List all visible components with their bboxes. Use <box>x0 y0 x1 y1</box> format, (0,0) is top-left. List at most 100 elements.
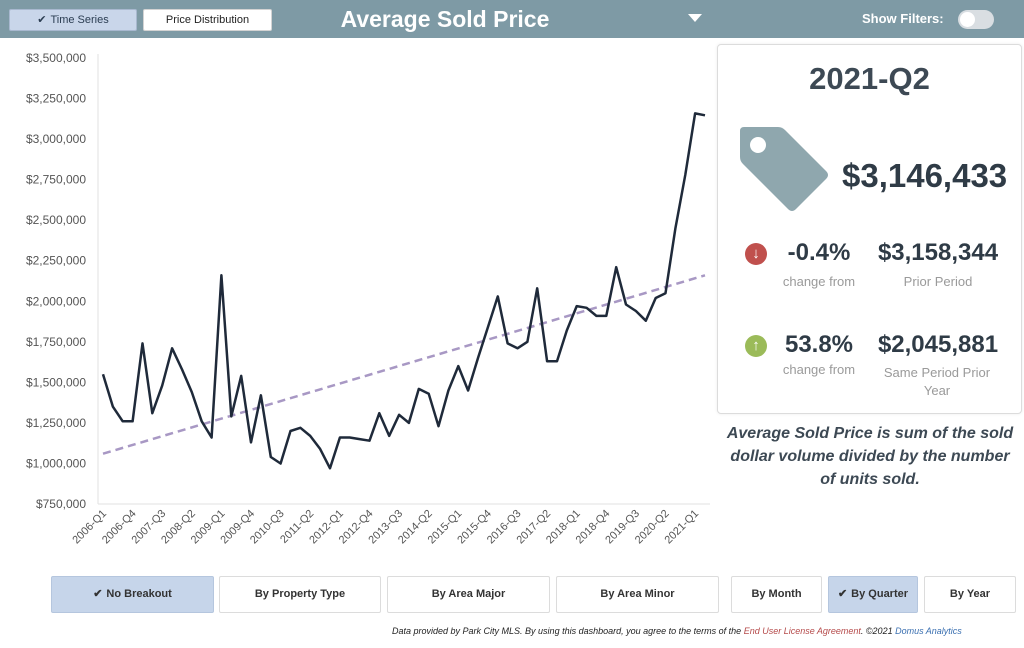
data-point[interactable] <box>584 305 590 311</box>
data-point[interactable] <box>672 225 678 231</box>
data-point[interactable] <box>100 371 106 377</box>
data-point[interactable] <box>534 285 540 291</box>
domus-analytics-link[interactable]: Domus Analytics <box>895 626 962 636</box>
data-point[interactable] <box>554 358 560 364</box>
data-point[interactable] <box>663 290 669 296</box>
data-point[interactable] <box>702 112 708 118</box>
data-point[interactable] <box>406 420 412 426</box>
data-point[interactable] <box>426 391 432 397</box>
eula-link[interactable]: End User License Agreement <box>743 626 861 636</box>
tab-price-distribution[interactable]: Price Distribution <box>143 9 272 31</box>
data-point[interactable] <box>278 460 284 466</box>
data-point[interactable] <box>386 433 392 439</box>
data-point[interactable] <box>682 172 688 178</box>
y-tick-label: $3,250,000 <box>26 92 86 106</box>
data-point[interactable] <box>238 373 244 379</box>
data-point[interactable] <box>505 340 511 346</box>
data-point[interactable] <box>633 308 639 314</box>
data-point[interactable] <box>613 264 619 270</box>
data-point[interactable] <box>248 439 254 445</box>
y-tick-label: $2,500,000 <box>26 213 86 227</box>
data-point[interactable] <box>297 425 303 431</box>
tab-time-series-label: Time Series <box>50 14 109 26</box>
by-year-button[interactable]: By Year <box>924 576 1016 613</box>
footer-disclaimer: Data provided by Park City MLS. By using… <box>392 626 962 636</box>
y-axis-ticks: $750,000 $1,000,000 $1,250,000 $1,500,000 $1… <box>26 51 86 511</box>
same-change-label: change from <box>782 362 856 377</box>
data-point[interactable] <box>268 454 274 460</box>
data-point[interactable] <box>544 358 550 364</box>
data-point[interactable] <box>139 340 145 346</box>
data-point[interactable] <box>495 293 501 299</box>
no-breakout-label: No Breakout <box>106 588 172 600</box>
data-point[interactable] <box>603 313 609 319</box>
data-point[interactable] <box>149 410 155 416</box>
data-point[interactable] <box>524 339 530 345</box>
data-point[interactable] <box>514 345 520 351</box>
no-breakout-button[interactable]: ✔ No Breakout <box>51 576 214 613</box>
arrow-down-icon: ↓ <box>745 243 767 265</box>
by-property-type-button[interactable]: By Property Type <box>219 576 381 613</box>
tab-time-series[interactable]: ✔ Time Series <box>9 9 137 31</box>
data-point[interactable] <box>396 412 402 418</box>
y-tick-label: $1,750,000 <box>26 335 86 349</box>
page-title: Average Sold Price <box>340 6 550 32</box>
data-point[interactable] <box>317 446 323 452</box>
data-point[interactable] <box>436 423 442 429</box>
data-point[interactable] <box>416 386 422 392</box>
data-point[interactable] <box>169 345 175 351</box>
y-tick-label: $1,000,000 <box>26 456 86 470</box>
y-tick-label: $3,000,000 <box>26 132 86 146</box>
prior-period-pct: -0.4% <box>787 239 851 266</box>
data-point[interactable] <box>455 363 461 369</box>
data-point[interactable] <box>258 392 264 398</box>
same-period-value: $2,045,881 <box>877 331 999 358</box>
data-point[interactable] <box>485 324 491 330</box>
data-point[interactable] <box>199 418 205 424</box>
data-point[interactable] <box>623 302 629 308</box>
data-point[interactable] <box>445 387 451 393</box>
data-point[interactable] <box>189 389 195 395</box>
data-point[interactable] <box>692 110 698 116</box>
data-point[interactable] <box>366 438 372 444</box>
data-point[interactable] <box>337 435 343 441</box>
price-tag-icon <box>740 127 828 211</box>
by-area-minor-button[interactable]: By Area Minor <box>556 576 719 613</box>
data-point[interactable] <box>218 272 224 278</box>
data-point[interactable] <box>643 318 649 324</box>
data-point[interactable] <box>288 428 294 434</box>
data-point[interactable] <box>209 435 215 441</box>
y-tick-label: $750,000 <box>36 497 86 511</box>
data-point[interactable] <box>327 465 333 471</box>
current-value: $3,146,433 <box>842 157 1008 194</box>
trend-line <box>102 274 706 455</box>
metric-description: Average Sold Price is sum of the sold do… <box>726 425 1014 488</box>
y-tick-label: $2,750,000 <box>26 173 86 187</box>
data-point[interactable] <box>347 435 353 441</box>
check-icon: ✔ <box>93 588 103 600</box>
data-point[interactable] <box>110 404 116 410</box>
data-point[interactable] <box>593 313 599 319</box>
data-point[interactable] <box>465 387 471 393</box>
data-point[interactable] <box>475 355 481 361</box>
data-point[interactable] <box>130 418 136 424</box>
show-filters-toggle[interactable] <box>958 10 994 29</box>
chevron-down-icon[interactable] <box>688 14 702 22</box>
data-point[interactable] <box>307 433 313 439</box>
data-point[interactable] <box>228 413 234 419</box>
check-icon: ✔ <box>37 14 47 26</box>
data-point[interactable] <box>179 366 185 372</box>
data-point[interactable] <box>120 418 126 424</box>
by-month-label: By Month <box>751 588 802 600</box>
data-point[interactable] <box>564 327 570 333</box>
by-quarter-button[interactable]: ✔ By Quarter <box>828 576 918 613</box>
data-point[interactable] <box>357 436 363 442</box>
prior-change-label: change from <box>782 274 856 289</box>
show-filters-label: Show Filters: <box>862 11 944 26</box>
data-point[interactable] <box>376 410 382 416</box>
data-point[interactable] <box>159 383 165 389</box>
by-area-major-button[interactable]: By Area Major <box>387 576 550 613</box>
data-point[interactable] <box>653 295 659 301</box>
data-point[interactable] <box>574 303 580 309</box>
by-month-button[interactable]: By Month <box>731 576 822 613</box>
